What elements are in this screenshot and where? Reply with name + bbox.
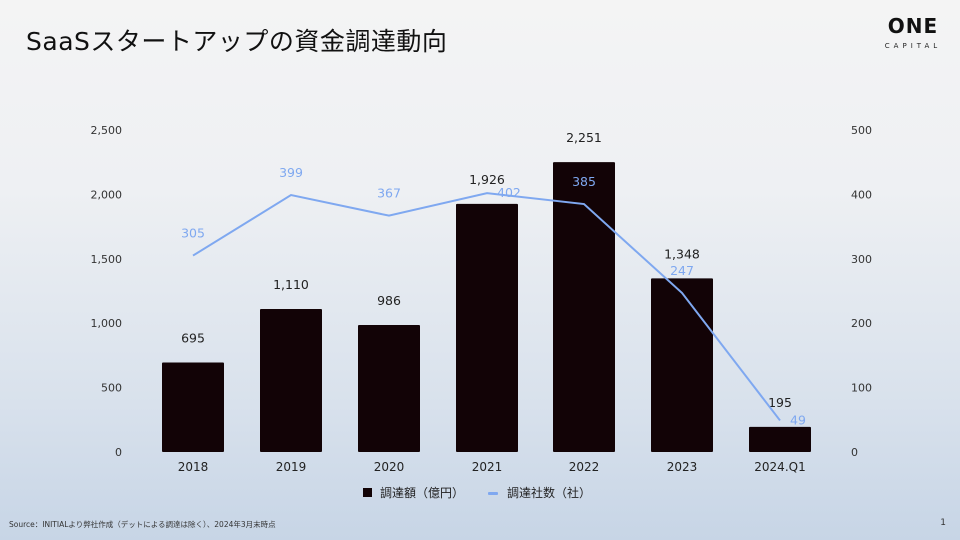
line-series <box>192 192 781 422</box>
bar-2022 <box>553 162 615 452</box>
bar-value-label: 1,110 <box>273 277 309 292</box>
line-value-label: 402 <box>497 185 521 200</box>
line-value-label: 399 <box>279 165 303 180</box>
line-value-label: 247 <box>670 263 694 278</box>
bar-2018 <box>162 362 224 452</box>
y-right-tick-label: 300 <box>851 253 872 266</box>
legend-bar-swatch <box>363 488 372 497</box>
line-value-label: 385 <box>572 174 596 189</box>
y-left-tick-label: 0 <box>115 446 122 459</box>
y-left-tick-label: 2,500 <box>91 124 123 137</box>
y-left-tick-label: 2,000 <box>91 188 123 201</box>
x-tick-label: 2019 <box>276 460 307 474</box>
bar-2023 <box>651 278 713 452</box>
y-right-tick-label: 0 <box>851 446 858 459</box>
y-right-tick-label: 500 <box>851 124 872 137</box>
bar-value-label: 195 <box>768 395 792 410</box>
x-tick-label: 2023 <box>667 460 698 474</box>
bar-value-label: 695 <box>181 330 205 345</box>
y-left-tick-label: 500 <box>101 382 122 395</box>
y-right-tick-label: 400 <box>851 188 872 201</box>
x-tick-label: 2024.Q1 <box>754 460 805 474</box>
line-value-label: 367 <box>377 186 401 201</box>
y-right-tick-label: 100 <box>851 382 872 395</box>
bar-2019 <box>260 309 322 452</box>
page-number: 1 <box>940 518 946 528</box>
bar-2021 <box>456 203 518 452</box>
bar-2024.Q1 <box>749 426 811 452</box>
legend-line-swatch <box>488 492 498 495</box>
one-capital-logo: ONE CAPITAL <box>878 14 948 50</box>
bar-value-label: 1,348 <box>664 246 700 261</box>
x-tick-label: 2022 <box>569 460 600 474</box>
bar-value-label: 986 <box>377 293 401 308</box>
bar-value-label: 2,251 <box>566 130 602 145</box>
line-value-label: 305 <box>181 226 205 241</box>
source-note: Source：INITIALより弊社作成（デットによる調達は除く）、2024年3… <box>9 520 276 529</box>
line-value-label: 49 <box>790 412 806 427</box>
x-tick-label: 2020 <box>374 460 405 474</box>
bar-value-label: 1,926 <box>469 172 505 187</box>
y-right-tick-label: 200 <box>851 317 872 330</box>
y-left-tick-label: 1,000 <box>91 317 123 330</box>
logo-subtext: CAPITAL <box>884 42 942 50</box>
logo-text: ONE <box>887 14 939 38</box>
x-tick-label: 2018 <box>178 460 209 474</box>
x-tick-label: 2021 <box>472 460 503 474</box>
legend-line-label: 調達社数（社） <box>507 485 591 500</box>
bar-2020 <box>358 325 420 452</box>
y-left-tick-label: 1,500 <box>91 253 123 266</box>
legend-bar-label: 調達額（億円） <box>380 486 464 500</box>
slide-title: SaaSスタートアップの資金調達動向 <box>26 27 448 56</box>
